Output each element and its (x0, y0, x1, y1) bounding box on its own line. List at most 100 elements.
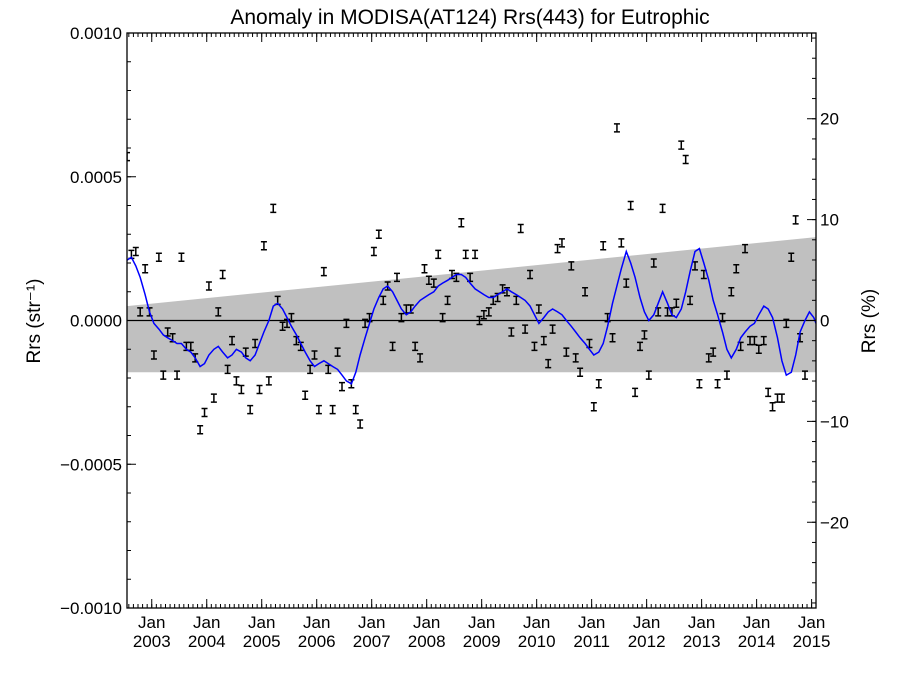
data-point (339, 381, 346, 392)
data-point (215, 307, 222, 317)
data-point (370, 246, 377, 257)
data-point (302, 390, 309, 400)
data-point (260, 241, 267, 251)
data-point (659, 203, 666, 214)
data-point (127, 151, 130, 162)
data-point (132, 246, 139, 257)
x-tick-label-month: Jan (358, 613, 385, 632)
data-point (582, 287, 589, 297)
data-point (279, 321, 286, 331)
data-point (320, 266, 327, 277)
data-point (535, 304, 542, 314)
data-point (572, 353, 579, 363)
data-point (742, 243, 749, 254)
data-point (311, 350, 318, 360)
x-tick-label-month: Jan (798, 613, 825, 632)
data-point (650, 258, 657, 268)
data-point (265, 376, 272, 386)
data-point (352, 404, 359, 415)
y-tick-label-right: 20 (820, 110, 839, 129)
data-point (412, 341, 419, 352)
data-point (343, 318, 350, 329)
x-tick-label-year: 2008 (408, 632, 446, 651)
x-tick-label-month: Jan (688, 613, 715, 632)
data-point (197, 425, 204, 435)
data-point (252, 338, 259, 349)
data-point (783, 318, 790, 329)
y-tick-label-right: 0 (820, 312, 829, 331)
y-tick-label-left: −0.0005 (60, 455, 122, 474)
data-point (247, 404, 254, 415)
data-point (284, 318, 291, 329)
data-point (577, 367, 584, 377)
data-point (380, 295, 387, 306)
data-point (205, 281, 212, 291)
data-point (710, 347, 717, 357)
data-point (618, 238, 625, 248)
data-point (682, 154, 689, 165)
data-point (802, 370, 809, 380)
data-point (613, 123, 620, 133)
y-tick-label-right: −10 (820, 412, 849, 431)
x-tick-label-month: Jan (523, 613, 550, 632)
y-tick-label-left: −0.0010 (60, 599, 122, 618)
y-tick-label-left: 0.0010 (70, 24, 122, 43)
data-point (458, 218, 465, 228)
data-point (160, 370, 167, 380)
data-point (719, 312, 726, 323)
y-axis-label-left: Rrs (str⁻¹) (24, 279, 45, 364)
data-point (435, 249, 442, 260)
y-tick-label-left: 0.0005 (70, 168, 122, 187)
data-point (527, 269, 534, 280)
data-point (329, 404, 336, 415)
data-point (238, 384, 245, 395)
data-point (393, 272, 400, 283)
data-point (472, 249, 479, 260)
data-point (425, 275, 432, 285)
data-point (256, 384, 263, 395)
data-point (430, 278, 437, 288)
data-point (600, 241, 607, 251)
x-tick-label-year: 2004 (188, 632, 226, 651)
x-tick-label-month: Jan (303, 613, 330, 632)
data-point (155, 252, 162, 262)
data-point (224, 364, 231, 375)
data-point (417, 353, 424, 363)
data-point (201, 407, 208, 418)
data-point (558, 238, 565, 248)
data-point (315, 404, 322, 415)
x-tick-label-month: Jan (248, 613, 275, 632)
axes: 0.00100.00050.0000−0.0005−0.001020100−10… (60, 24, 849, 651)
plot-area (127, 123, 816, 435)
plot-clip-group (127, 123, 816, 435)
data-point (563, 347, 570, 357)
data-point (270, 203, 277, 214)
x-tick-label-year: 2006 (298, 632, 336, 651)
data-point (705, 353, 712, 363)
x-tick-label-year: 2007 (353, 632, 391, 651)
x-tick-label-year: 2013 (683, 632, 721, 651)
data-point (549, 324, 556, 334)
data-point (540, 335, 547, 346)
data-point (645, 370, 652, 380)
data-point (728, 287, 735, 297)
x-tick-label-year: 2014 (738, 632, 776, 651)
data-point (769, 402, 776, 412)
data-point (307, 364, 314, 375)
data-point (229, 335, 236, 346)
data-point (590, 402, 597, 412)
data-point (233, 376, 240, 386)
data-point (439, 312, 446, 323)
data-point (696, 379, 703, 389)
y-tick-label-right: 10 (820, 211, 839, 230)
x-tick-label-month: Jan (413, 613, 440, 632)
x-tick-label-month: Jan (633, 613, 660, 632)
data-point (476, 315, 483, 326)
chart-title: Anomaly in MODISA(AT124) Rrs(443) for Eu… (230, 6, 709, 29)
x-tick-label-year: 2009 (463, 632, 501, 651)
data-point (568, 261, 575, 271)
data-point (389, 341, 396, 352)
data-point (760, 335, 767, 346)
